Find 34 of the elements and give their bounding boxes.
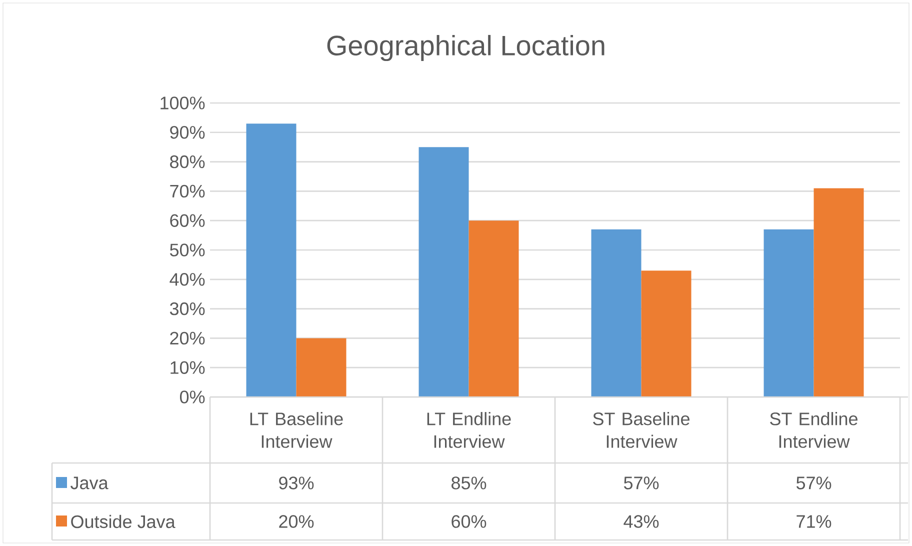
y-tick-label: 80%: [170, 155, 205, 168]
x-tick-label: LT Endline Interview: [427, 412, 511, 448]
legend-label: Java: [70, 476, 108, 490]
data-label: 71%: [796, 515, 832, 528]
y-tick-label: 10%: [170, 361, 205, 374]
bar: [591, 229, 642, 397]
y-tick-label: 0%: [180, 390, 205, 404]
data-label: 20%: [279, 515, 314, 528]
data-label: 60%: [452, 515, 486, 528]
bar: [641, 270, 692, 397]
bar: [764, 229, 814, 397]
y-tick-label: 100%: [160, 96, 205, 110]
bar: [418, 147, 469, 397]
x-tick-label: LT Baseline Interview: [250, 412, 343, 448]
bar: [296, 338, 346, 397]
y-tick-label: 30%: [170, 302, 205, 316]
bar: [814, 188, 864, 397]
data-label: 57%: [796, 476, 832, 490]
x-tick-label: ST Baseline Interview: [593, 412, 690, 448]
y-tick-label: 50%: [170, 244, 205, 256]
data-label: 43%: [624, 515, 659, 528]
y-tick-label: 90%: [170, 126, 205, 139]
data-label: 85%: [452, 476, 486, 490]
y-tick-label: 40%: [170, 273, 205, 286]
chart-title: Geographical Location: [327, 34, 604, 62]
x-tick-label: ST Endline Interview: [770, 412, 858, 448]
bar: [246, 124, 296, 397]
y-tick-label: 20%: [170, 332, 205, 345]
bar: [468, 220, 519, 397]
data-label: 57%: [624, 476, 659, 490]
data-label: 93%: [279, 476, 314, 490]
y-tick-label: 70%: [170, 184, 205, 198]
y-tick-label: 60%: [170, 214, 205, 227]
legend-label: Outside Java: [71, 514, 176, 528]
